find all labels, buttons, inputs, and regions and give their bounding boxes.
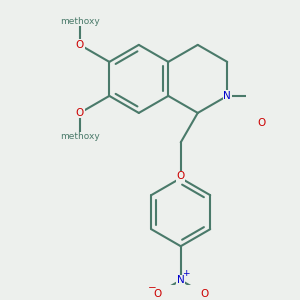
Text: O: O (76, 40, 84, 50)
Text: −: − (148, 283, 157, 292)
Text: O: O (177, 171, 185, 182)
Text: +: + (182, 269, 189, 278)
Text: O: O (76, 108, 84, 118)
Text: methoxy: methoxy (60, 132, 100, 141)
Text: O: O (200, 289, 208, 299)
Text: O: O (153, 289, 161, 299)
Text: N: N (223, 91, 231, 101)
Text: methoxy: methoxy (60, 16, 100, 26)
Text: O: O (257, 118, 266, 128)
Text: N: N (177, 275, 184, 285)
